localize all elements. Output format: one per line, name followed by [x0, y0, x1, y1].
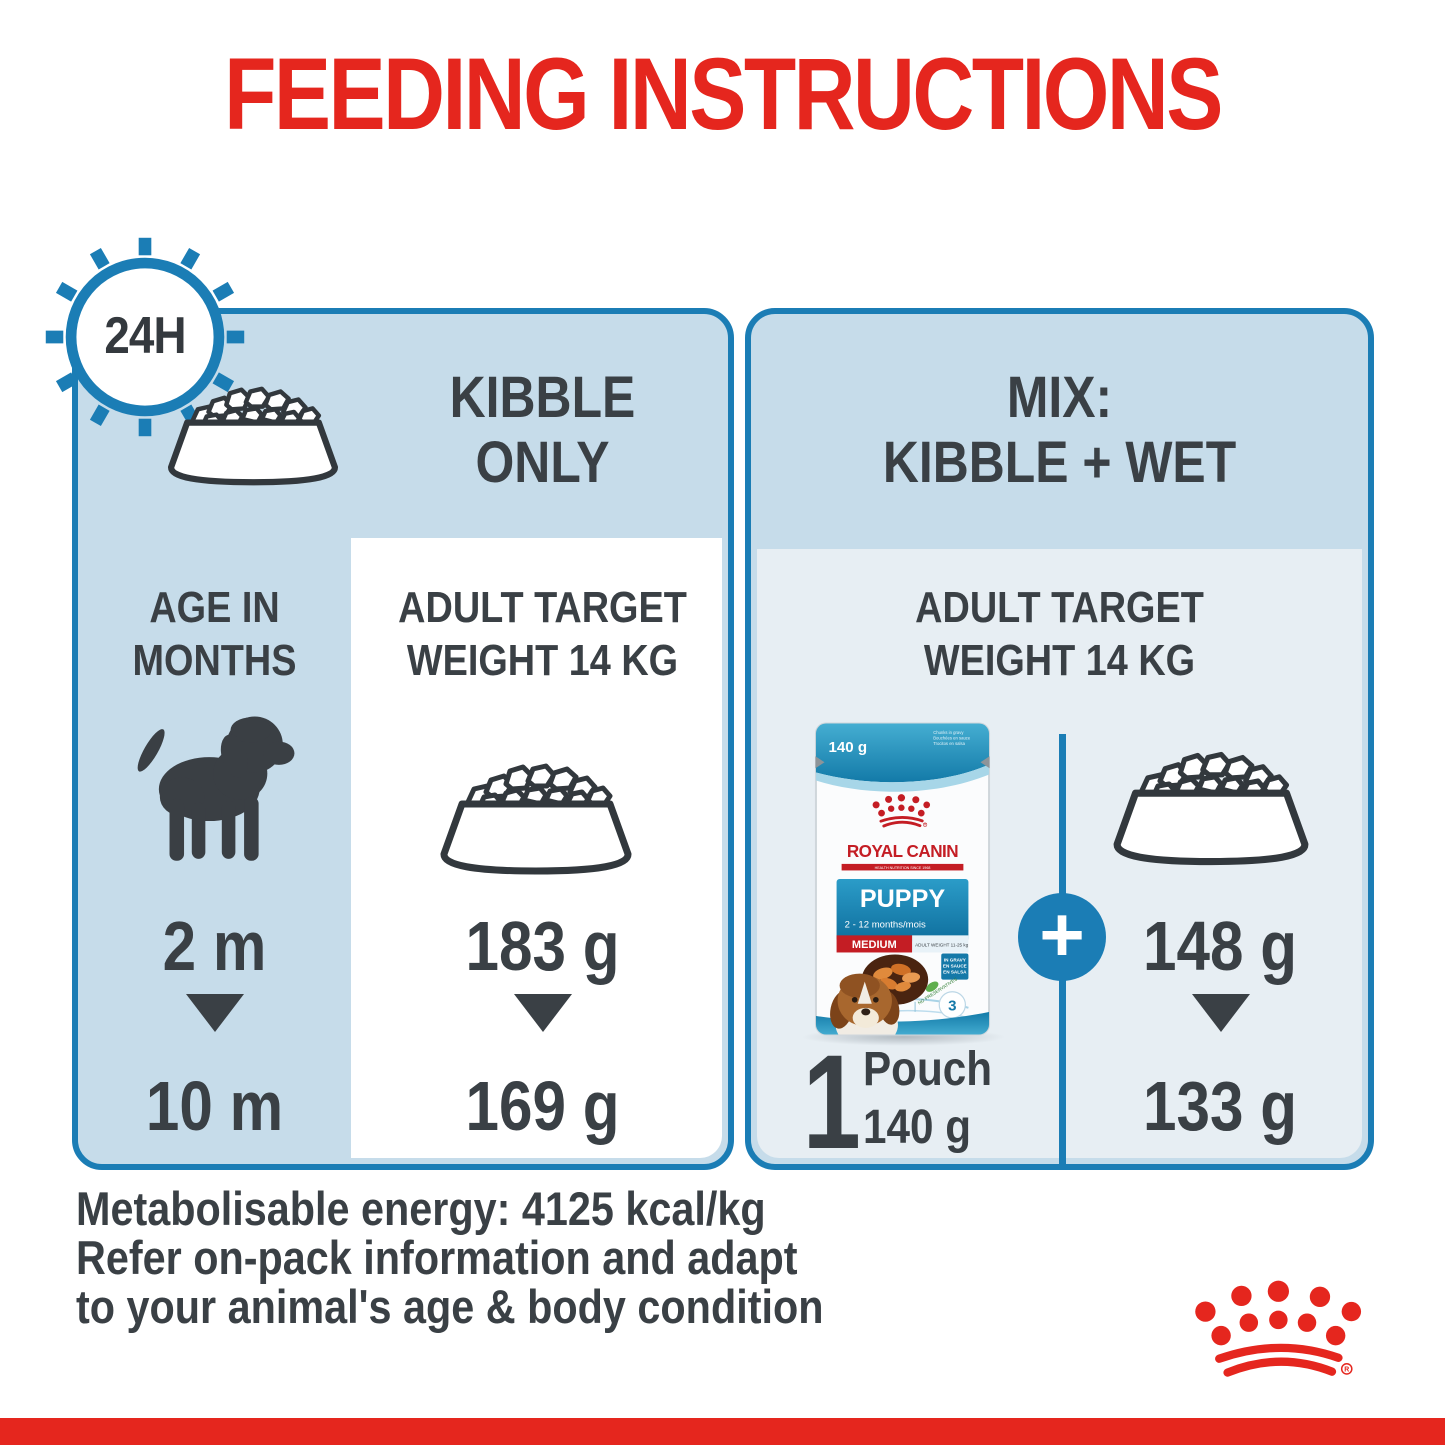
kibble-bowl-icon [1109, 742, 1313, 875]
footer-note: Metabolisable energy: 4125 kcal/kg Refer… [76, 1182, 824, 1333]
stage-number: 3 [948, 997, 956, 1014]
svg-text:EN SAUCE: EN SAUCE [943, 964, 967, 969]
clock-24h-label: 24H [104, 307, 186, 365]
pouch-puppy-photo [830, 973, 900, 1035]
adult-target-weight-label: ADULT TARGET WEIGHT 14 KG [398, 583, 687, 685]
kibble-only-panel: KIBBLE ONLY AGE IN MONTHS ADULT TARGET W… [72, 308, 734, 1170]
pouch-product-text: PUPPY [860, 885, 946, 913]
age-start-value: 2 m [162, 907, 267, 985]
pouch-brand-text: ROYAL CANIN [847, 842, 958, 861]
tear-notch-icon [980, 756, 990, 769]
bottom-red-bar [0, 1418, 1445, 1445]
down-arrow-icon [1192, 994, 1250, 1032]
svg-text:Bouchées en sauce: Bouchées en sauce [933, 736, 971, 741]
leaf-icon [925, 981, 939, 992]
age-in-months-label: AGE IN MONTHS [132, 583, 297, 685]
clock-24h-icon [45, 237, 245, 437]
amount-end-value: 133 g [1143, 1067, 1297, 1145]
kibble-panel-header: KIBBLE ONLY [449, 365, 636, 495]
page-title: FEEDING INSTRUCTIONS [224, 37, 1223, 151]
down-arrow-icon [514, 994, 572, 1032]
adult-target-weight-label: ADULT TARGET WEIGHT 14 KG [915, 583, 1204, 685]
royal-canin-crown-logo [1186, 1270, 1380, 1392]
puppy-silhouette-icon [124, 700, 308, 884]
pouch-weight-label: 140 g [863, 1101, 972, 1154]
age-end-value: 10 m [145, 1067, 284, 1145]
svg-text:2 - 12 months/mois: 2 - 12 months/mois [845, 919, 926, 930]
tear-notch-icon [815, 756, 825, 769]
svg-text:Trocitos en salsa: Trocitos en salsa [933, 741, 965, 746]
mix-panel-header: MIX: KIBBLE + WET [882, 365, 1237, 495]
pouch-unit-label: Pouch [863, 1043, 993, 1096]
pouch-count: 1 [802, 1028, 861, 1177]
down-arrow-icon [186, 994, 244, 1032]
pouch-size-badge: MEDIUM [852, 939, 897, 951]
svg-text:HEALTH NUTRITION SINCE 1968: HEALTH NUTRITION SINCE 1968 [875, 866, 931, 870]
svg-text:EN SALSA: EN SALSA [943, 970, 967, 975]
svg-text:Chunks in gravy: Chunks in gravy [933, 730, 964, 735]
mix-kibble-wet-panel: MIX: KIBBLE + WET ADULT TARGET WEIGHT 14… [745, 308, 1374, 1177]
amount-end-value: 169 g [465, 1067, 620, 1145]
pouch-weight-text: 140 g [829, 739, 868, 756]
pouch-product-image: 140 g Chunks in gravy Bouchées en sauce … [814, 722, 991, 1036]
svg-text:ADULT WEIGHT 11-25 kg: ADULT WEIGHT 11-25 kg [915, 942, 969, 947]
kibble-bowl-icon [164, 378, 342, 494]
svg-text:IN GRAVY: IN GRAVY [944, 958, 966, 963]
amount-start-value: 148 g [1143, 907, 1297, 985]
amount-start-value: 183 g [465, 907, 620, 985]
plus-icon: + [1018, 893, 1106, 981]
kibble-bowl-icon [436, 754, 636, 884]
